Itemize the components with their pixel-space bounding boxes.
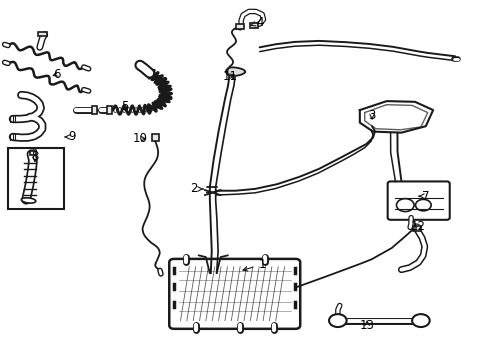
Bar [92,106,98,114]
Circle shape [416,199,431,211]
Text: 1: 1 [243,258,266,271]
Bar [30,151,36,155]
Bar [152,134,159,141]
FancyBboxPatch shape [388,181,450,220]
FancyBboxPatch shape [169,259,300,329]
Text: 6: 6 [53,68,61,81]
Circle shape [396,199,414,212]
Bar [250,23,258,28]
Text: 13: 13 [360,319,374,332]
Bar [413,226,421,230]
Text: 8: 8 [31,150,39,163]
Bar [107,106,112,114]
Circle shape [412,314,430,327]
Text: 12: 12 [411,220,426,233]
Bar [38,32,47,36]
Text: 9: 9 [65,130,75,144]
Text: 5: 5 [122,100,129,113]
Text: 7: 7 [419,190,430,203]
Bar [8,148,64,209]
Text: 2: 2 [190,183,203,195]
Text: 11: 11 [223,69,238,82]
Ellipse shape [21,198,36,203]
Bar [236,24,244,29]
Text: 3: 3 [368,109,376,122]
Circle shape [329,314,346,327]
Polygon shape [227,67,245,76]
Text: 10: 10 [132,132,147,145]
Text: 4: 4 [250,16,264,29]
